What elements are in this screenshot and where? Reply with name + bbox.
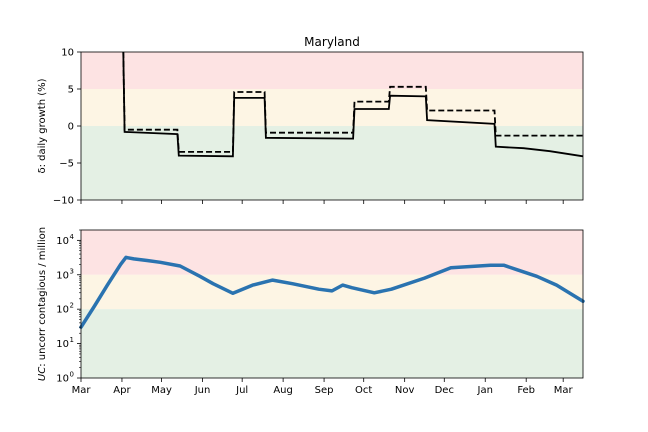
y-tick-label: 5 [68,85,74,96]
x-tick-label: Oct [355,385,372,396]
contagious-line [79,255,585,329]
y-tick-label: 10 [56,339,69,350]
x-tick-label: Apr [113,385,131,396]
growth-zone-band [81,52,583,89]
y-tick-label: 10 [56,374,69,385]
y-tick-label: 10 [56,236,69,247]
y-tick-label: −10 [53,196,74,207]
y-tick-label: 10 [56,305,69,316]
y-tick-exponent: 0 [70,371,74,379]
growth-zone-band [81,89,583,126]
x-tick-label: Mar [72,385,92,396]
x-tick-label: Sep [315,385,334,396]
y-tick-exponent: 3 [70,267,74,275]
ylabel-rest-part: : uncorr contagious / million [37,227,48,367]
contagious-zone-band [81,230,583,275]
ylabel-italic-part: UC [37,367,48,381]
chart-title: Maryland [304,35,360,49]
x-tick-label: Nov [395,385,415,396]
y-tick-label: 10 [56,270,69,281]
x-tick-label: Dec [435,385,454,396]
contagious-y-axis-label: UC: uncorr contagious / million [37,227,48,381]
y-tick-exponent: 1 [70,336,74,344]
contagious-zone-band [81,309,583,378]
x-tick-label: May [151,385,172,396]
contagious-panel-frame [80,229,584,379]
x-tick-label: Mar [554,385,574,396]
x-tick-label: Aug [273,385,293,396]
y-tick-label: −5 [59,159,74,170]
growth-dashed-line [122,51,583,153]
x-tick-label: Jul [235,385,248,396]
growth-solid-line [122,51,584,158]
growth-rate-panel: −10 −5 0 5 10 Maryland δ: daily growth (%) [37,35,584,207]
growth-zone-band [81,126,583,200]
growth-y-axis-label: δ: daily growth (%) [37,78,48,173]
y-tick-label: 10 [61,48,74,59]
y-tick-exponent: 2 [70,302,74,310]
x-tick-label: Jan [477,385,493,396]
x-tick-label: Jun [194,385,211,396]
y-tick-exponent: 4 [70,233,75,241]
x-tick-label: Feb [517,385,535,396]
y-tick-label: 0 [68,122,74,133]
